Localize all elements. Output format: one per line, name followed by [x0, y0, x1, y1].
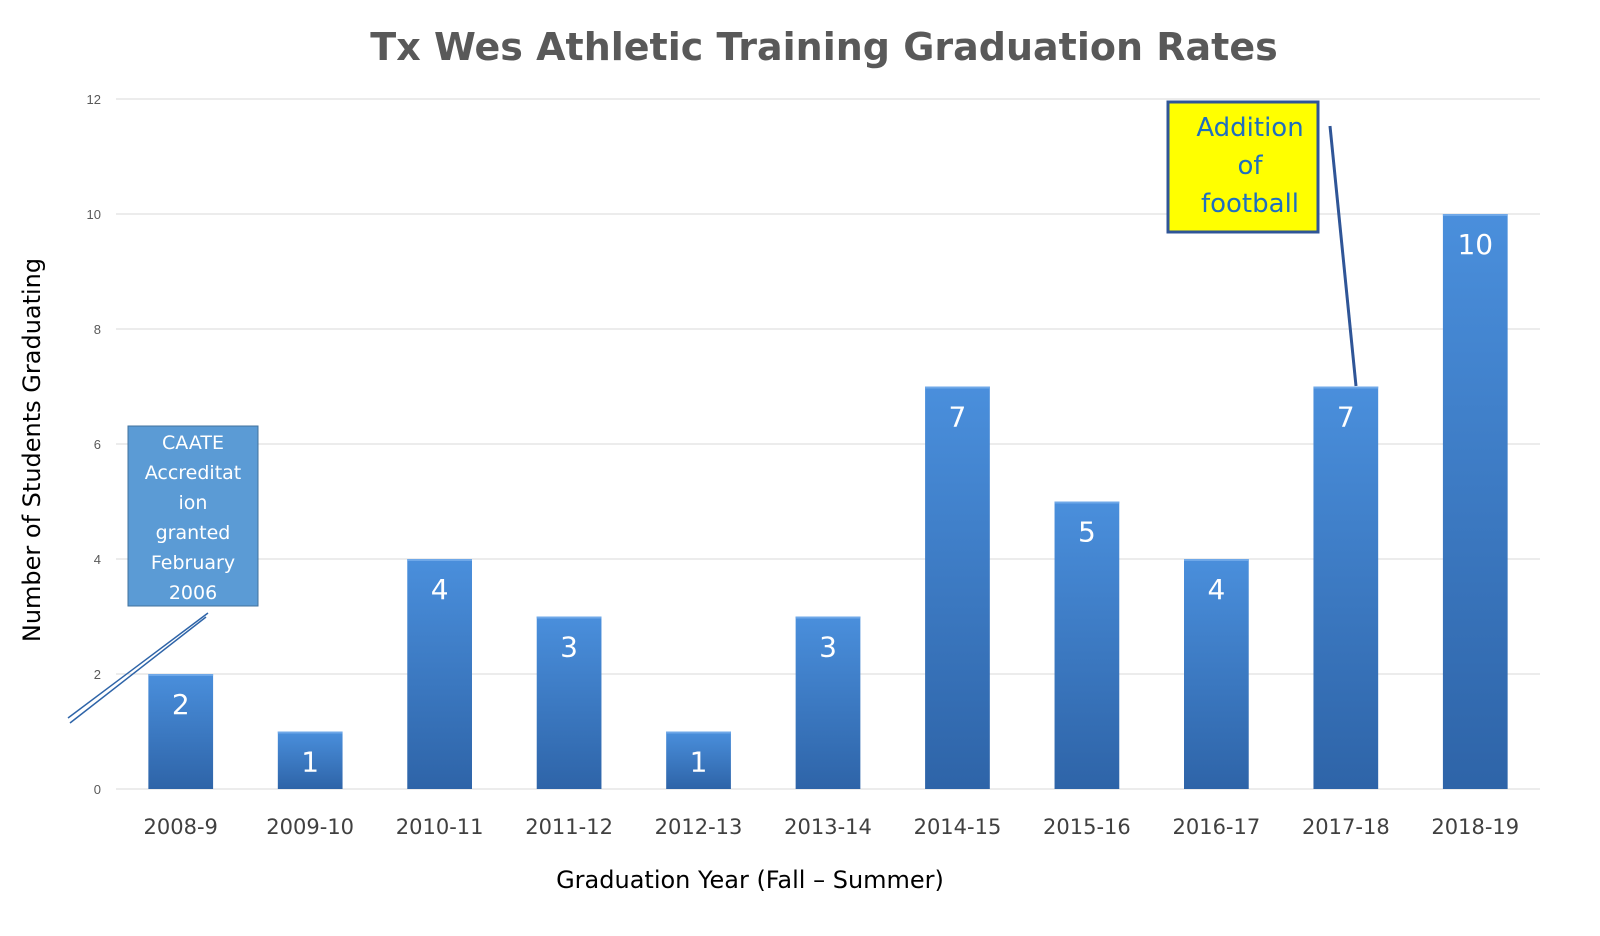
y-axis-ticks: 0 2 4 6 8 10 12 [87, 92, 101, 797]
caate-annotation: CAATE Accreditat ion granted February 20… [67, 425, 259, 724]
bar [536, 616, 602, 789]
football-line: of [1237, 151, 1263, 181]
x-tick-label: 2014-15 [914, 815, 1002, 839]
bar [277, 731, 343, 789]
data-label: 5 [1078, 516, 1096, 549]
x-tick-label: 2012-13 [655, 815, 743, 839]
bar [1313, 386, 1379, 789]
caate-leader-line-2 [69, 616, 207, 724]
x-tick-label: 2010-11 [396, 815, 484, 839]
football-leader-line [1328, 125, 1358, 387]
x-tick-label: 2011-12 [525, 815, 613, 839]
football-line: Addition [1196, 113, 1303, 143]
y-tick-label: 12 [87, 92, 101, 107]
x-axis-ticks: 2008-9 2009-10 2010-11 2011-12 2012-13 2013-1… [144, 815, 1520, 839]
data-label: 7 [1337, 401, 1355, 434]
x-tick-label: 2015-16 [1043, 815, 1131, 839]
chart-title: Tx Wes Athletic Training Graduation Rate… [370, 25, 1277, 69]
data-label: 1 [301, 746, 319, 779]
data-label: 1 [690, 746, 708, 779]
football-annotation: Addition of football [1166, 100, 1358, 387]
bar [1442, 214, 1508, 789]
data-label: 4 [1207, 573, 1225, 606]
caate-box [127, 425, 259, 607]
bar [925, 386, 990, 789]
data-label: 3 [560, 631, 578, 664]
bar [407, 559, 472, 789]
caate-line: 2006 [169, 582, 217, 604]
data-label: 4 [431, 573, 449, 606]
y-tick-label: 8 [94, 322, 101, 337]
caate-line: Accreditat [145, 462, 242, 484]
football-box [1166, 100, 1320, 234]
y-tick-label: 4 [94, 552, 101, 567]
bar [1054, 501, 1120, 789]
y-tick-label: 10 [87, 207, 101, 222]
y-axis-label: Number of Students Graduating [18, 258, 46, 642]
x-tick-label: 2013-14 [784, 815, 872, 839]
data-label: 10 [1457, 228, 1493, 261]
caate-leader-line [67, 612, 209, 719]
x-tick-label: 2016-17 [1172, 815, 1260, 839]
bar [148, 674, 214, 789]
caate-line: February [151, 552, 235, 574]
gridlines [116, 98, 1540, 790]
x-tick-label: 2017-18 [1302, 815, 1390, 839]
y-tick-label: 2 [94, 667, 101, 682]
data-label: 3 [819, 631, 837, 664]
bar [666, 731, 731, 789]
data-labels: 2 1 4 3 1 3 7 5 4 7 10 [172, 228, 1493, 779]
data-label: 7 [949, 401, 967, 434]
y-tick-label: 0 [94, 782, 101, 797]
caate-line: ion [179, 492, 208, 514]
football-line: football [1201, 189, 1299, 219]
x-tick-label: 2018-19 [1431, 815, 1519, 839]
bar [1184, 559, 1249, 789]
x-tick-label: 2008-9 [144, 815, 218, 839]
x-tick-label: 2009-10 [266, 815, 354, 839]
x-axis-label: Graduation Year (Fall – Summer) [556, 866, 944, 894]
caate-line: CAATE [162, 432, 224, 454]
data-label: 2 [172, 688, 190, 721]
bars [148, 214, 1508, 789]
bar [795, 616, 861, 789]
y-tick-label: 6 [94, 437, 101, 452]
caate-line: granted [156, 522, 231, 544]
